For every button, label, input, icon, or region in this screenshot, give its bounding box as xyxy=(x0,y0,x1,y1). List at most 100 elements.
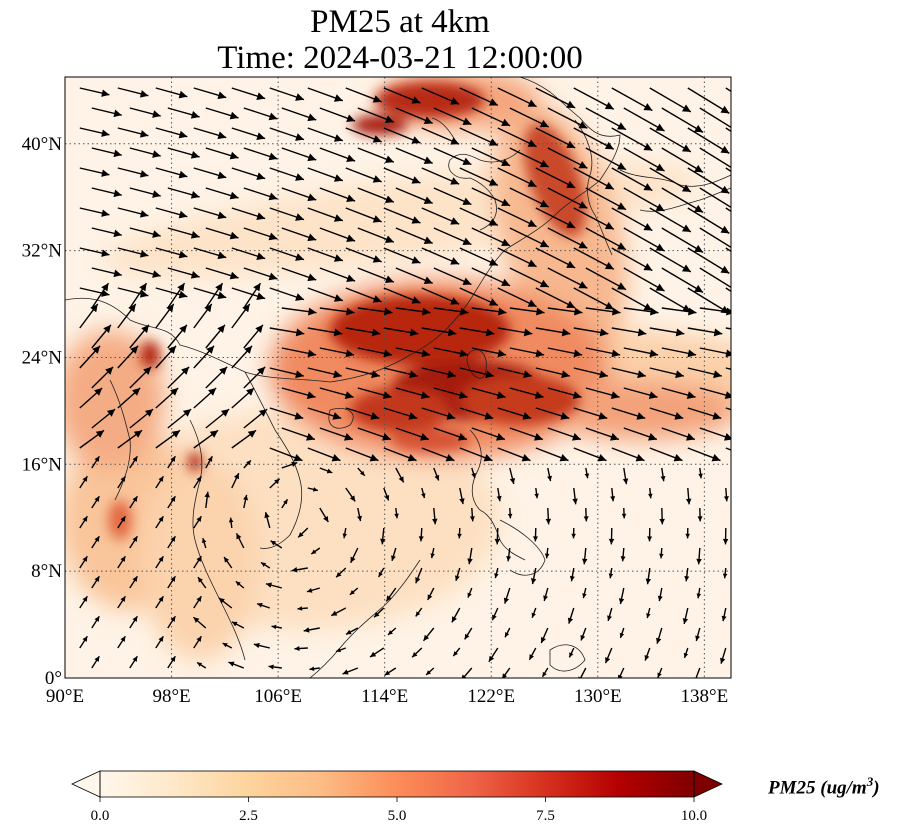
map-frame xyxy=(64,76,732,679)
wind-arrow-head xyxy=(771,248,780,256)
wind-arrow-head xyxy=(371,370,380,379)
wind-arrow-head xyxy=(674,412,684,420)
wind-arrow-head xyxy=(293,453,303,462)
wind-arrow-shaft xyxy=(699,107,731,129)
wind-arrow-head xyxy=(139,210,149,218)
wind-arrow-head xyxy=(197,577,203,583)
wind-arrow-head xyxy=(219,366,228,375)
wind-arrow-head xyxy=(533,536,539,542)
wind-arrow-head xyxy=(384,307,393,316)
wind-arrow-head xyxy=(398,476,404,483)
wind-arrow-head xyxy=(344,433,353,441)
wind-arrow-head xyxy=(336,647,342,653)
wind-arrow-shaft xyxy=(738,388,772,397)
wind-arrow-head xyxy=(346,234,356,243)
latitude-axis: 0° 8°N 16°N 24°N 32°N 40°N xyxy=(22,134,63,689)
wind-arrow-head xyxy=(578,161,588,169)
wind-arrow-head xyxy=(697,516,703,522)
wind-arrow-head xyxy=(307,153,317,162)
wind-arrow-head xyxy=(458,433,467,441)
wind-arrow-head xyxy=(197,662,203,667)
wind-arrow-head xyxy=(622,478,629,485)
wind-arrow-head xyxy=(380,538,386,545)
wind-arrow-head xyxy=(612,307,621,316)
wind-arrow-head xyxy=(258,409,268,417)
wind-arrow-head xyxy=(543,595,548,601)
wind-arrow-head xyxy=(291,461,298,467)
wind-arrow-head xyxy=(394,513,399,519)
wind-arrow-head xyxy=(698,473,703,479)
wind-arrow-head xyxy=(217,171,227,180)
wind-arrow-head xyxy=(170,576,176,582)
wind-arrow-head xyxy=(415,611,421,617)
wind-arrow-head xyxy=(132,536,138,542)
colorbar-tick-label: 7.5 xyxy=(536,808,555,824)
wind-arrow-head xyxy=(105,366,114,375)
wind-arrow-shaft xyxy=(738,468,740,484)
wind-arrow-head xyxy=(113,109,122,118)
wind-arrow-head xyxy=(141,324,149,334)
wind-arrow-head xyxy=(673,453,683,462)
colorbar-gradient xyxy=(100,771,694,797)
wind-arrow-head xyxy=(752,329,761,337)
wind-arrow-shaft xyxy=(462,667,473,678)
wind-arrow-head xyxy=(527,99,537,107)
wind-arrow-head xyxy=(649,349,659,358)
wind-arrow-head xyxy=(342,533,348,539)
wind-arrow-head xyxy=(411,296,421,304)
lon-tick-label: 130°E xyxy=(574,686,622,707)
wind-arrow-head xyxy=(523,370,532,379)
wind-arrow-head xyxy=(94,656,100,662)
wind-arrow-head xyxy=(617,162,626,170)
wind-arrow-head xyxy=(113,189,122,198)
lon-tick-label: 90°E xyxy=(46,686,84,707)
wind-arrow-head xyxy=(306,433,315,441)
wind-arrow-head xyxy=(751,370,760,378)
wind-arrow-head xyxy=(178,130,188,139)
wind-arrow-head xyxy=(503,597,510,604)
wind-arrow-head xyxy=(409,370,418,379)
wind-arrow-head xyxy=(178,210,188,219)
wind-arrow-head xyxy=(94,616,100,622)
wind-arrow-head xyxy=(544,553,550,559)
wind-arrow-head xyxy=(271,624,277,630)
wind-arrow-shaft xyxy=(725,167,731,173)
wind-arrow-head xyxy=(687,349,697,358)
wind-arrow-head xyxy=(298,532,304,538)
wind-arrow-head xyxy=(229,271,239,280)
colorbar-extend-max xyxy=(693,770,723,798)
wind-arrow-head xyxy=(536,307,545,316)
wind-arrow-head xyxy=(342,669,349,675)
wind-arrow-head xyxy=(681,264,691,272)
wind-arrow-head xyxy=(333,94,343,102)
wind-arrow-head xyxy=(128,303,136,313)
wind-arrow-head xyxy=(501,158,511,167)
wind-arrow-head xyxy=(720,657,726,664)
wind-arrow-head xyxy=(427,594,433,600)
wind-arrow-head xyxy=(268,232,278,241)
wind-arrow-head xyxy=(488,178,498,186)
wind-arrow-head xyxy=(217,291,227,300)
wind-arrow-head xyxy=(346,274,356,283)
wind-arrow-head xyxy=(326,468,333,474)
wind-arrow-head xyxy=(733,206,742,214)
wind-arrow-head xyxy=(584,473,590,479)
wind-arrow-head xyxy=(101,169,110,177)
wind-arrow-head xyxy=(771,128,780,136)
wind-arrow-head xyxy=(582,593,587,599)
wind-arrow-head xyxy=(297,606,303,611)
wind-arrow-head xyxy=(132,456,138,462)
wind-arrow-head xyxy=(244,345,253,354)
wind-arrow-head xyxy=(311,549,317,555)
wind-arrow-head xyxy=(713,328,723,337)
wind-arrow-head xyxy=(139,130,149,138)
wind-arrow-head xyxy=(204,303,212,313)
wind-arrow-head xyxy=(94,456,100,462)
wind-arrow-head xyxy=(530,578,537,585)
wind-arrow-head xyxy=(450,97,460,105)
wind-arrow-head xyxy=(502,673,508,678)
lat-tick-label: 32°N xyxy=(22,241,63,262)
wind-arrow-shaft xyxy=(738,428,771,439)
wind-arrow-shaft xyxy=(699,267,731,289)
wind-arrow-head xyxy=(132,387,141,396)
